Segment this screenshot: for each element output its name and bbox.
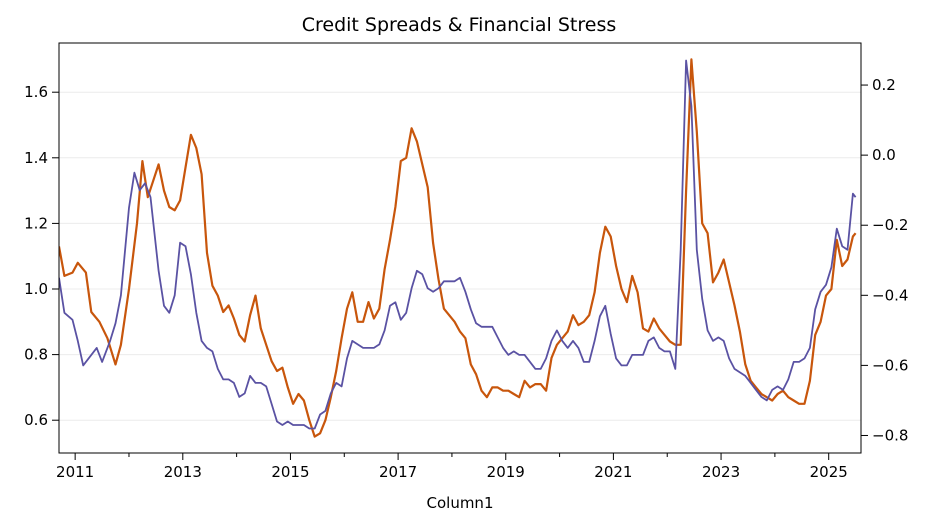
y-left-tick-label-0.8: 0.8 <box>24 346 48 364</box>
y-left-tick-label-1.2: 1.2 <box>24 214 48 232</box>
chart-title: Credit Spreads & Financial Stress <box>302 14 617 36</box>
y-axis-right: −0.8 −0.6 −0.4 −0.2 0.0 0.2 <box>861 76 908 444</box>
series-line-left-axis <box>59 58 857 438</box>
x-tick-label-2011: 2011 <box>56 463 94 481</box>
y-left-tick-label-1.6: 1.6 <box>24 83 48 101</box>
x-tick-label-2017: 2017 <box>379 463 417 481</box>
y-right-tick-label-3: −0.2 <box>872 216 908 234</box>
x-tick-label-2015: 2015 <box>271 463 309 481</box>
series-line-right-axis <box>59 59 857 430</box>
y-right-tick-label-4: 0.0 <box>872 146 896 164</box>
y-axis-left: 0.6 0.8 1.0 1.2 1.4 1.6 <box>24 83 59 429</box>
series-layer <box>59 58 857 438</box>
y-right-tick-label-1: −0.6 <box>872 356 908 374</box>
y-left-tick-label-1.0: 1.0 <box>24 280 48 298</box>
y-right-tick-label-0: −0.8 <box>872 426 908 444</box>
x-tick-label-2019: 2019 <box>487 463 525 481</box>
x-tick-label-2025: 2025 <box>810 463 848 481</box>
plot-frame <box>58 42 862 454</box>
x-axis: 2011 2013 2015 2017 2019 2021 2023 2025 <box>56 453 848 481</box>
x-tick-label-2021: 2021 <box>594 463 632 481</box>
x-tick-label-2023: 2023 <box>702 463 740 481</box>
y-left-tick-label-0.6: 0.6 <box>24 411 48 429</box>
y-left-tick-label-1.4: 1.4 <box>24 149 48 167</box>
x-tick-label-2013: 2013 <box>164 463 202 481</box>
y-right-tick-label-2: −0.4 <box>872 286 908 304</box>
x-axis-title: Column1 <box>427 494 494 512</box>
y-right-tick-label-5: 0.2 <box>872 76 896 94</box>
